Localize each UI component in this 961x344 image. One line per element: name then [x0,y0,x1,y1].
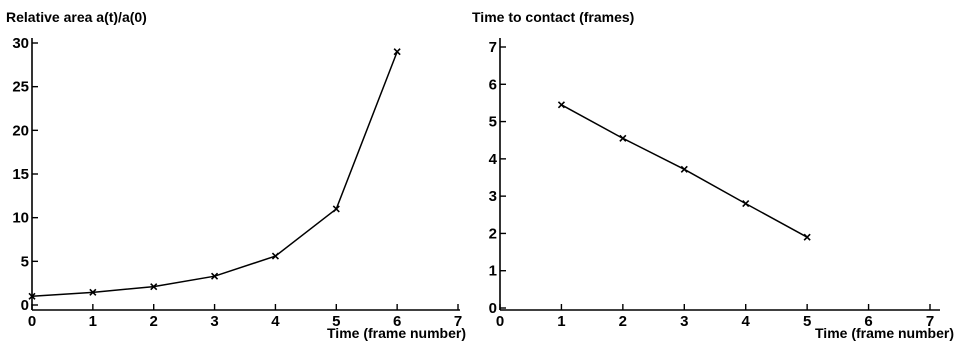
y-tick-label: 25 [12,79,29,96]
y-tick-label: 4 [489,151,498,168]
x-tick-label: 3 [210,313,218,330]
x-tick-label: 6 [393,313,401,330]
x-tick-label: 0 [28,313,36,330]
area-chart-point-marker [271,252,279,260]
x-tick-label: 0 [496,313,504,330]
contact-chart-point-marker [619,134,627,142]
y-tick-label: 6 [489,76,497,93]
area-chart-point-marker [332,205,340,213]
x-tick-label: 5 [803,313,811,330]
area-chart-point-marker [211,272,219,280]
contact-chart-point-marker [557,101,565,109]
y-tick-label: 20 [12,122,29,139]
contact-chart-series-line [561,104,808,238]
y-tick-label: 5 [21,253,29,270]
x-tick-label: 7 [926,313,934,330]
x-tick-label: 4 [742,313,751,330]
x-tick-label: 7 [454,313,462,330]
x-tick-label: 2 [619,313,627,330]
y-tick-label: 5 [489,114,497,131]
contact-chart-point-marker [742,200,750,208]
contact-chart-panel: Time to contact (frames) Time (frame num… [472,9,954,341]
area-chart-series-line [31,51,398,298]
y-tick-label: 3 [489,188,497,205]
contact-chart-xlabel: Time (frame number) [815,325,954,341]
area-chart-point-marker [28,292,36,300]
area-chart-point-marker [89,288,97,296]
y-tick-label: 0 [21,297,29,314]
y-tick-label: 7 [489,39,497,56]
contact-chart-point-marker [803,233,811,241]
area-chart-ylabel: Relative area a(t)/a(0) [6,9,147,25]
y-tick-label: 15 [12,166,29,183]
x-tick-label: 1 [557,313,565,330]
y-tick-label: 0 [489,300,497,317]
y-tick-label: 10 [12,210,29,227]
x-tick-label: 6 [864,313,872,330]
x-tick-label: 5 [332,313,340,330]
x-tick-label: 3 [680,313,688,330]
y-tick-label: 1 [489,263,497,280]
area-chart-point-marker [393,48,401,56]
y-tick-label: 30 [12,35,29,52]
x-tick-label: 2 [150,313,158,330]
area-chart-xlabel: Time (frame number) [327,325,466,341]
x-tick-label: 1 [89,313,97,330]
area-chart-panel: Relative area a(t)/a(0) Time (frame numb… [6,9,466,341]
y-tick-label: 2 [489,225,497,242]
area-chart-point-marker [150,283,158,291]
x-tick-label: 4 [271,313,280,330]
contact-chart-ylabel: Time to contact (frames) [472,9,634,25]
contact-chart-point-marker [680,165,688,173]
